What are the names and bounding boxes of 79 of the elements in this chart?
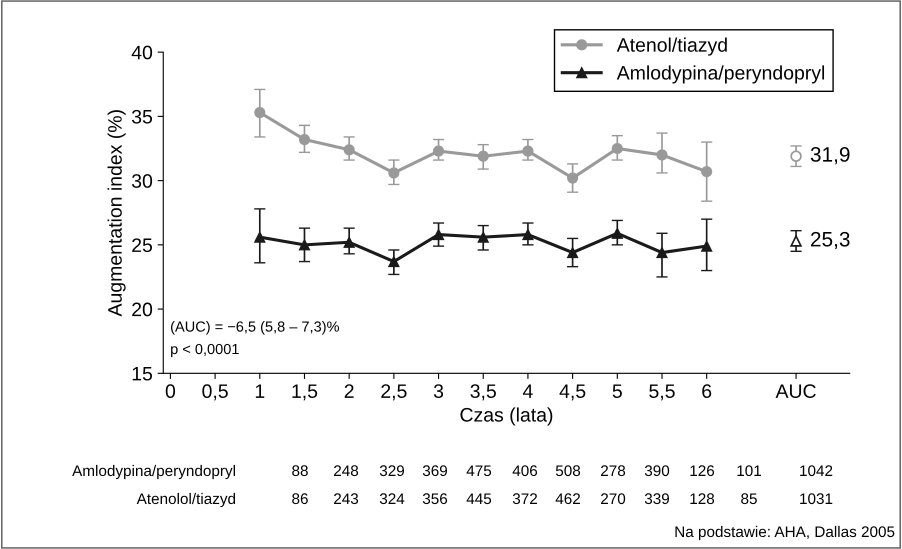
x-tick-label: 4: [522, 384, 533, 398]
x-tick-label: 3,5: [470, 384, 496, 400]
point: [567, 172, 578, 184]
x-tick-label: 2,5: [381, 384, 407, 400]
point: [254, 106, 266, 118]
text: 356: [422, 493, 448, 504]
point: [612, 228, 623, 239]
point: [478, 232, 489, 243]
point: [254, 232, 266, 243]
x-tick-label: 1: [256, 384, 264, 398]
point: [432, 229, 444, 240]
x-tick-label: 5,5: [649, 384, 675, 400]
point: [388, 256, 400, 268]
data-label: 25,3: [810, 232, 850, 250]
point: [388, 167, 400, 178]
point: [298, 134, 310, 146]
x-axis-title: Czas (lata): [460, 407, 552, 426]
point: [701, 240, 712, 252]
y-tick-label: 40: [132, 46, 152, 60]
text: 101: [737, 465, 761, 476]
x-tick-label: 0: [166, 384, 176, 398]
text: 339: [644, 493, 670, 504]
legend-label: Atenol/tiazyd: [616, 38, 727, 56]
text: 329: [380, 465, 404, 476]
x-tick-label: 6: [702, 384, 712, 398]
point: [522, 229, 534, 240]
x-tick-label: 1,5: [292, 384, 318, 400]
text: Na podstawie: AHA, Dallas 2005: [675, 526, 894, 540]
x-tick-label: 2: [344, 384, 354, 398]
y-axis-title: Augmentation index (%): [108, 110, 126, 316]
text: 369: [422, 465, 448, 476]
x-tick-label: AUC: [776, 384, 816, 398]
text: 508: [556, 465, 580, 476]
text: 372: [512, 493, 537, 504]
y-tick-label: 25: [132, 238, 152, 252]
x-tick-label: 4,5: [560, 384, 586, 400]
text: 1042: [800, 465, 832, 476]
point: [656, 149, 668, 160]
text: 248: [334, 465, 358, 476]
annotation: (AUC) = −6,5 (5,8 – 7,3)%: [171, 321, 340, 335]
text: 406: [512, 465, 538, 476]
point: [478, 150, 489, 162]
text: 270: [601, 493, 626, 504]
text: 243: [334, 493, 358, 504]
y-tick-label: 20: [132, 302, 152, 316]
y-tick-label: 15: [132, 366, 152, 381]
point: [298, 239, 310, 250]
text: 128: [690, 493, 714, 504]
text: Amlodypina/peryndopryl: [72, 464, 235, 480]
y-tick-label: 30: [132, 174, 152, 188]
text: 126: [690, 465, 714, 476]
y-tick-label: 35: [132, 110, 152, 124]
point: [344, 144, 355, 156]
point: [701, 166, 712, 178]
point: [790, 150, 802, 162]
x-tick-label: 5: [612, 384, 622, 398]
text: 324: [380, 493, 404, 504]
point: [432, 146, 444, 157]
text: 390: [644, 465, 670, 476]
annotation: p < 0,0001: [171, 344, 239, 358]
legend-label: Amlodypina/peryndopryl: [616, 65, 824, 84]
x-tick-label: 3: [434, 384, 444, 398]
point: [522, 146, 534, 157]
data-label: 31,9: [810, 147, 850, 164]
text: 445: [466, 493, 492, 504]
point: [344, 236, 355, 248]
text: 86: [292, 493, 308, 504]
text: Atenolol/tiazyd: [136, 492, 236, 508]
point: [656, 247, 668, 258]
text: 462: [556, 493, 580, 504]
x-tick-label: 0,5: [202, 384, 228, 400]
text: 85: [741, 493, 757, 504]
text: 1031: [800, 493, 832, 504]
text: 475: [466, 465, 492, 476]
text: 88: [292, 465, 308, 476]
point: [790, 235, 802, 247]
point: [612, 142, 623, 154]
point: [567, 247, 578, 258]
text: 278: [601, 465, 626, 476]
